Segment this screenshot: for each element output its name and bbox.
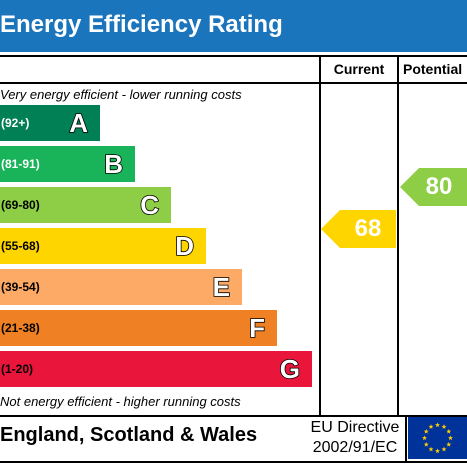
band-letter: E [212,271,231,303]
band-letter: F [248,312,265,344]
potential-rating-value: 80 [425,173,453,200]
potential-rating-arrow: 80 [400,168,467,206]
band-b: (81-91) B [0,146,135,182]
band-letter: G [279,353,301,385]
eu-star [446,441,452,447]
eu-star [435,422,440,428]
eu-star [422,435,427,441]
eu-star [423,441,429,447]
eu-flag-icon [408,417,467,459]
eu-star [423,428,429,434]
country-label: England, Scotland & Wales [0,424,258,446]
band-d: (55-68) D [0,228,206,264]
footer-top-line [0,415,467,417]
band-range-label: (1-20) [1,362,34,376]
band-range-label: (81-91) [1,157,40,171]
band-e: (39-54) E [0,269,242,305]
potential-column-divider [397,55,399,417]
current-rating-value: 68 [354,215,382,242]
band-c: (69-80) C [0,187,171,223]
directive-line-2: 2002/91/EC [312,439,398,456]
current-column-divider [319,55,321,417]
band-range-label: (39-54) [1,280,40,294]
band-g: (1-20) G [0,351,312,387]
band-letter: A [68,107,88,139]
band-a: (92+) A [0,105,100,141]
eu-star [428,446,434,452]
title-banner: Energy Efficiency Rating [0,0,467,52]
eu-star [428,424,434,429]
top-efficiency-note: Very energy efficient - lower running co… [0,87,242,102]
footer-bottom-line [0,461,467,463]
band-letter: B [103,148,123,180]
band-letter: D [174,230,194,262]
current-arrow-shape [321,210,396,248]
eu-star [441,424,447,429]
eu-star [446,428,452,434]
band-range-label: (21-38) [1,321,40,335]
eu-star [441,446,447,452]
band-range-label: (55-68) [1,239,40,253]
potential-column-header: Potential [403,61,463,77]
band-range-label: (92+) [1,116,30,130]
current-rating-arrow: 68 [321,210,397,248]
directive-divider [405,415,407,463]
band-range-label: (69-80) [1,198,40,212]
eu-star [448,435,453,441]
directive-line-1: EU Directive [310,419,400,436]
header-top-line [0,55,467,57]
bottom-efficiency-note: Not energy efficient - higher running co… [0,394,241,409]
header-bottom-line [0,82,467,84]
band-letter: C [139,189,159,221]
eu-star [435,448,440,454]
chart-title: Energy Efficiency Rating [0,11,283,38]
potential-arrow-shape [400,168,467,206]
band-f: (21-38) F [0,310,277,346]
current-column-header: Current [333,61,385,77]
